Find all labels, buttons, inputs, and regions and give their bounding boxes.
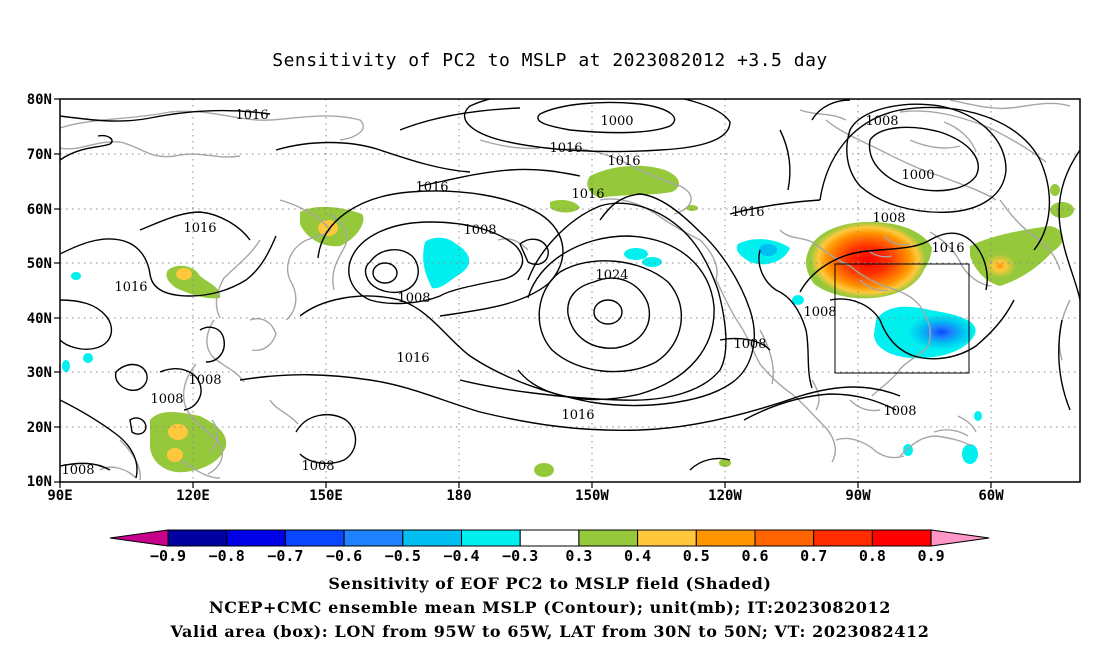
lon-label: 180 xyxy=(446,488,471,504)
map-area xyxy=(60,99,1080,482)
lon-label: 90E xyxy=(47,488,72,504)
contour-label: 1016 xyxy=(931,241,964,256)
lat-label: 80N xyxy=(27,92,52,108)
contour-label: 1008 xyxy=(865,114,898,129)
plot-title: Sensitivity of PC2 to MSLP at 2023082012… xyxy=(272,50,828,71)
lat-label: 20N xyxy=(27,420,52,436)
contour-label: 1000 xyxy=(600,114,633,129)
contour-label: 1016 xyxy=(549,141,582,156)
contour-label: 1008 xyxy=(397,291,430,306)
map-content: 1000 1000 1008 1008 1008 1008 1008 1008 … xyxy=(60,99,1080,482)
mslp-contours xyxy=(60,99,1080,479)
lat-label: 60N xyxy=(27,202,52,218)
contour-label: 1008 xyxy=(301,459,334,474)
colorbar-label: −0.9 xyxy=(150,547,186,565)
colorbar-bin xyxy=(284,529,345,547)
contour-label: 1008 xyxy=(61,463,94,478)
colorbar-label: −0.4 xyxy=(443,547,479,565)
lat-label: 70N xyxy=(27,147,52,163)
caption-line-1: Sensitivity of EOF PC2 to MSLP field (Sh… xyxy=(328,574,772,593)
colorbar-label: 0.7 xyxy=(800,547,827,565)
shade-cyan-datelinelow xyxy=(423,237,470,289)
contour-label: 1008 xyxy=(803,305,836,320)
contour-1024-inner xyxy=(593,299,623,325)
contour-labels: 1000 1000 1008 1008 1008 1008 1008 1008 … xyxy=(61,108,964,478)
contour-label: 1008 xyxy=(463,223,496,238)
colorbar-label: 0.5 xyxy=(683,547,710,565)
colorbar-label: 0.9 xyxy=(918,547,945,565)
latitude-labels: 80N 70N 60N 50N 40N 30N 20N 10N xyxy=(27,92,52,490)
contour-label: 1000 xyxy=(901,168,934,183)
colorbar-bin xyxy=(871,529,932,547)
colorbar-bin xyxy=(167,529,228,547)
contour-label: 1008 xyxy=(150,392,183,407)
axis-ticks xyxy=(54,98,992,488)
colorbar-high-arrow xyxy=(930,529,990,547)
contour-label: 1016 xyxy=(415,180,448,195)
coastlines xyxy=(60,99,1071,481)
lat-label: 30N xyxy=(27,365,52,381)
colorbar-label: 0.4 xyxy=(624,547,651,565)
valid-area-box xyxy=(834,263,970,374)
colorbar-label: −0.3 xyxy=(502,547,538,565)
colorbar-bin xyxy=(813,529,873,547)
contour-label: 1008 xyxy=(188,373,221,388)
contour-label: 1016 xyxy=(235,108,268,123)
shade-green-alaska xyxy=(587,165,680,198)
contour-label: 1016 xyxy=(183,221,216,236)
colorbar-label: 0.6 xyxy=(741,547,768,565)
colorbar-low-arrow xyxy=(109,529,169,547)
colorbar-label: 0.3 xyxy=(565,547,592,565)
colorbar-label: −0.5 xyxy=(385,547,421,565)
caption-line-3: Valid area (box): LON from 95W to 65W, L… xyxy=(170,622,930,641)
colorbar-bin xyxy=(637,529,697,547)
lon-label: 60W xyxy=(978,488,1004,504)
contour-label: 1016 xyxy=(114,280,147,295)
colorbar-label: −0.6 xyxy=(326,547,362,565)
contour-label: 1016 xyxy=(396,351,429,366)
colorbar-label: −0.7 xyxy=(267,547,303,565)
colorbar-bin xyxy=(519,529,580,547)
contour-label: 1016 xyxy=(571,187,604,202)
lat-label: 50N xyxy=(27,256,52,272)
colorbar-label: 0.8 xyxy=(859,547,886,565)
lon-label: 120E xyxy=(176,488,210,504)
colorbar: −0.9 −0.8 −0.7 −0.6 −0.5 −0.4 −0.3 0.3 0.4 0.5 0.6… xyxy=(109,529,990,565)
lon-label: 90W xyxy=(845,488,871,504)
colorbar-label: −0.8 xyxy=(209,547,245,565)
contour-label: 1016 xyxy=(607,154,640,169)
contour-label: 1008 xyxy=(733,337,766,352)
colorbar-bin xyxy=(226,529,286,547)
colorbar-bin xyxy=(402,529,462,547)
lon-label: 150W xyxy=(575,488,609,504)
contour-label: 1024 xyxy=(595,268,628,283)
lat-label: 40N xyxy=(27,311,52,327)
contour-label: 1008 xyxy=(872,211,905,226)
colorbar-bin xyxy=(461,529,521,547)
caption-line-2: NCEP+CMC ensemble mean MSLP (Contour); u… xyxy=(209,598,891,617)
colorbar-bin xyxy=(343,529,404,547)
contour-label: 1016 xyxy=(731,205,764,220)
colorbar-bin xyxy=(754,529,815,547)
contour-label: 1016 xyxy=(561,408,594,423)
colorbar-bin xyxy=(578,529,639,547)
lon-label: 120W xyxy=(708,488,742,504)
lon-label: 150E xyxy=(309,488,343,504)
colorbar-bin xyxy=(695,529,756,547)
map-frame xyxy=(59,98,1081,483)
longitude-labels: 90E 120E 150E 180 150W 120W 90W 60W xyxy=(47,488,1004,504)
contour-label: 1008 xyxy=(883,404,916,419)
lat-label: 10N xyxy=(27,474,52,490)
